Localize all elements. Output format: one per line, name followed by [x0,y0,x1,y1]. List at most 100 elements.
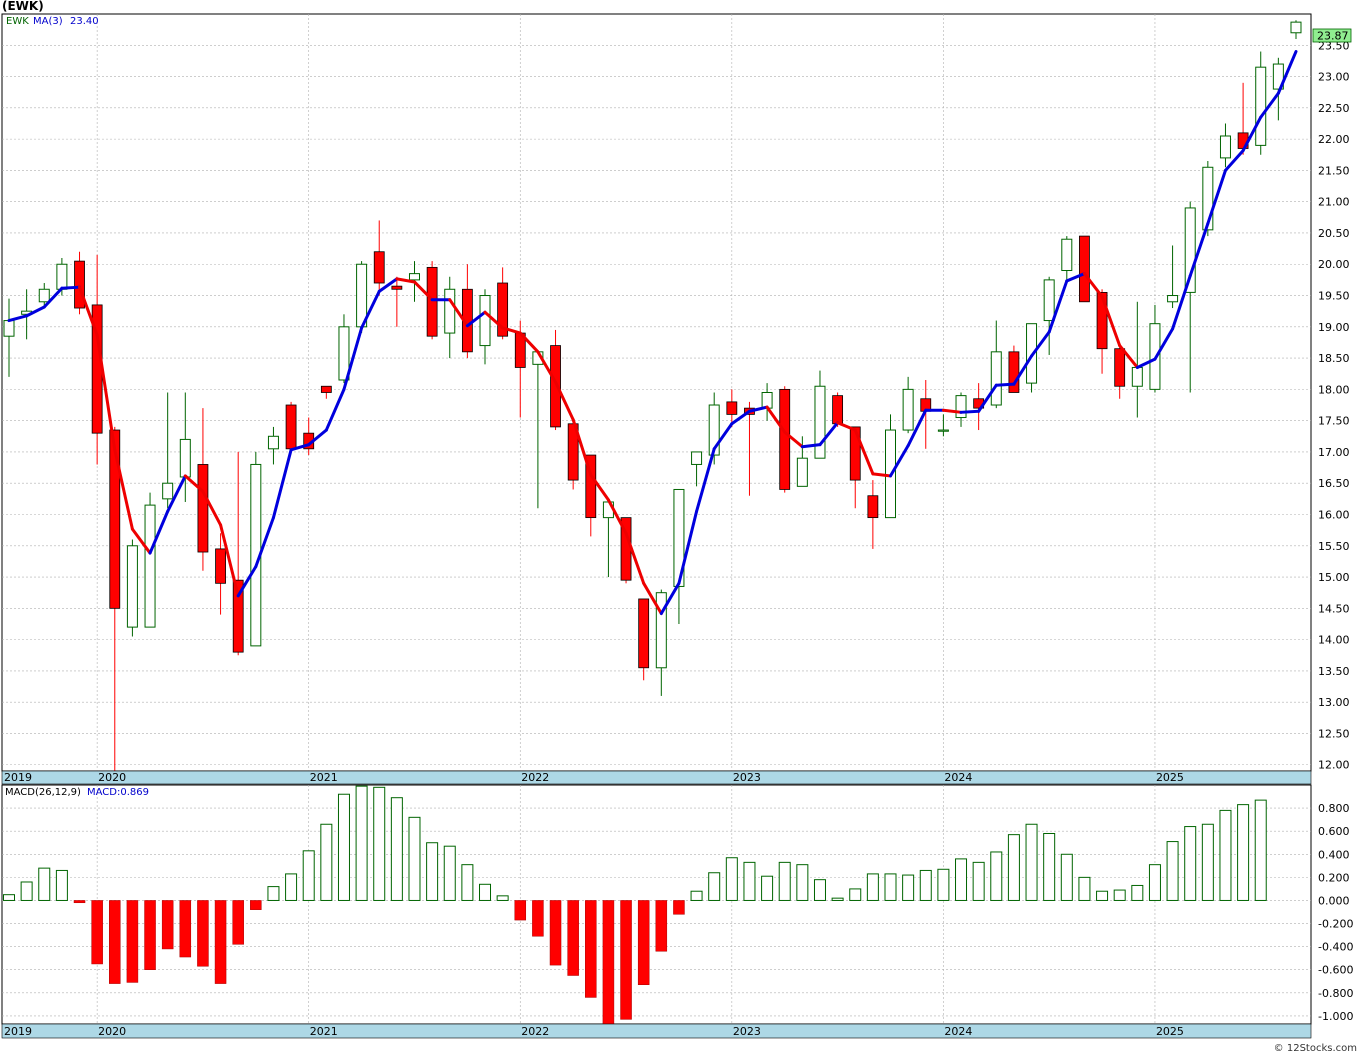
candle [267,426,279,465]
candle-body [1219,135,1231,159]
ma-segment [60,285,82,290]
macd-bar [285,873,298,901]
candle-body [444,288,456,334]
ma-segment [606,498,628,535]
candle-body [655,592,667,669]
price-legend-symbol: EWK [6,16,29,27]
candle [655,589,667,696]
candle-body [937,429,949,432]
ma-segment [236,565,258,598]
candle-body [814,385,826,459]
ma-segment [889,444,910,478]
candle-body [1290,21,1302,34]
macd-bar [937,868,950,901]
ma-legend-label: MA(3) [33,16,63,27]
candle [779,386,791,493]
candle [1272,57,1284,121]
macd-bar [990,851,1003,901]
candle-body [179,438,191,478]
price-x-tick-label: 2025 [1156,771,1184,784]
ma-segment [554,380,575,422]
macd-x-tick-label: 2025 [1156,1025,1184,1038]
price-y-tick-label: 20.00 [1318,258,1350,271]
macd-bar [813,879,826,901]
candle [197,408,209,571]
macd-bar [1131,884,1144,901]
ma-segment [501,326,522,335]
candle-body [779,388,791,490]
macd-bar [3,894,15,901]
macd-bar [743,861,756,901]
macd-bar [1166,841,1179,901]
ma-segment [360,289,381,330]
candle [1184,201,1196,393]
ma-segment [166,474,187,513]
candle-body [1272,63,1284,90]
macd-bar [73,900,86,904]
macd-legend-value: MACD:0.869 [87,787,149,798]
candle [726,389,738,427]
candle-body [691,451,703,465]
macd-bar [549,900,562,966]
candle [902,376,914,434]
ma-segment [1100,295,1122,348]
candle [585,454,597,537]
candle [38,283,50,309]
macd-bar [866,873,879,901]
ma-legend-value: 23.40 [70,16,99,27]
candle-body [726,401,738,415]
macd-bar [144,900,156,970]
candle-body [1202,166,1214,231]
macd-bar [778,861,791,901]
ma-segment [977,383,998,413]
ma-segment [271,448,293,520]
ma-segment [412,280,434,302]
candle [373,220,385,296]
candle-body [126,545,138,628]
macd-x-tick-label: 2020 [98,1025,126,1038]
candle-body [990,351,1002,406]
price-y-tick-label: 17.50 [1318,415,1350,428]
candle-body [408,273,420,281]
macd-bar [337,793,350,901]
macd-bar [91,900,103,965]
candle [320,385,332,399]
candle-body [320,385,332,393]
candle-body [1096,292,1108,350]
ma-segment [1206,168,1227,226]
price-y-tick-label: 16.00 [1318,508,1350,521]
candle [250,451,262,647]
price-x-tick-label: 2023 [733,771,761,784]
ma-segment [518,331,540,354]
macd-bar [1113,889,1126,901]
ticker-title: (EWK) [2,0,44,13]
price-y-tick-label: 12.50 [1318,727,1350,740]
price-x-tick-label: 2019 [4,771,32,784]
macd-bar [390,797,403,901]
price-y-tick-label: 14.00 [1318,634,1350,647]
macd-bar [197,900,209,967]
ma-segment [130,527,152,555]
ma-segment [7,314,29,323]
ma-segment [765,405,787,434]
ma-segment [1065,272,1086,283]
price-y-tick-label: 22.50 [1318,102,1350,115]
candle-body [373,251,385,284]
candle-body [426,266,438,337]
ma-segment [871,472,892,478]
macd-bar [443,845,456,901]
price-y-tick-label: 16.50 [1318,477,1350,490]
ma-segment [1171,274,1192,331]
candle-body [673,488,685,587]
price-y-tick-label: 18.50 [1318,352,1350,365]
candle [796,436,808,487]
macd-bar [725,857,738,901]
macd-bar [514,900,527,921]
candle-body [1167,295,1179,303]
macd-y-tick-label: -0.200 [1318,918,1353,931]
macd-bar [1060,853,1073,901]
candle-body [1026,323,1038,384]
ma-segment [483,310,505,330]
candle-body [796,457,808,487]
price-y-tick-label: 13.00 [1318,696,1350,709]
